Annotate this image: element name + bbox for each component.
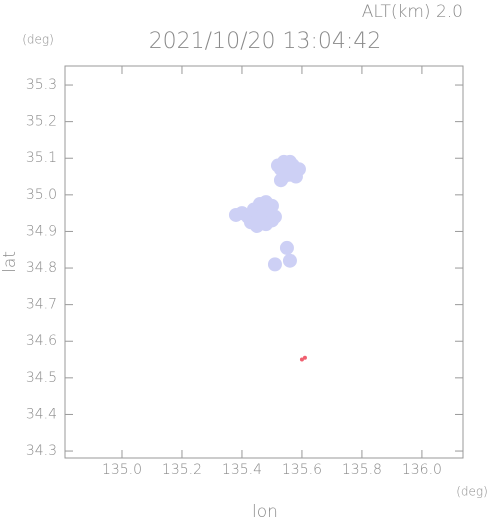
echo-point [302,355,307,360]
y-axis-label: lat [0,251,20,273]
y-tick-label: 35.3 [26,77,57,93]
x-tick-label: 136.0 [402,462,442,478]
y-tick-label: 34.9 [26,223,57,239]
x-tick-label: 135.6 [282,462,322,478]
y-tick-label: 34.7 [26,297,57,313]
echo-point [282,253,297,268]
echo-point [273,173,288,188]
y-tick-label: 35.1 [26,150,57,166]
y-tick-label: 34.3 [26,443,57,459]
echo-point [299,357,304,362]
x-tick-label: 135.0 [102,462,142,478]
echo-point [267,257,282,272]
y-tick-label: 35.2 [26,114,57,130]
plot-frame [64,65,464,459]
echo-point [264,213,279,228]
x-axis-label: lon [252,502,278,521]
chart-title: 2021/10/20 13:04:42 [149,29,382,54]
x-tick-label: 135.4 [222,462,262,478]
y-tick-label: 34.4 [26,406,57,422]
y-tick-label: 35.0 [26,187,57,203]
x-tick-label: 135.2 [162,462,202,478]
x-unit: (deg) [456,485,488,499]
y-unit: (deg) [22,33,54,47]
x-tick-label: 135.8 [342,462,382,478]
y-tick-label: 34.5 [26,370,57,386]
y-tick-label: 34.6 [26,333,57,349]
echo-point [288,169,303,184]
y-tick-label: 34.8 [26,260,57,276]
altitude-label: ALT(km) 2.0 [362,2,463,22]
echo-point [279,240,294,255]
